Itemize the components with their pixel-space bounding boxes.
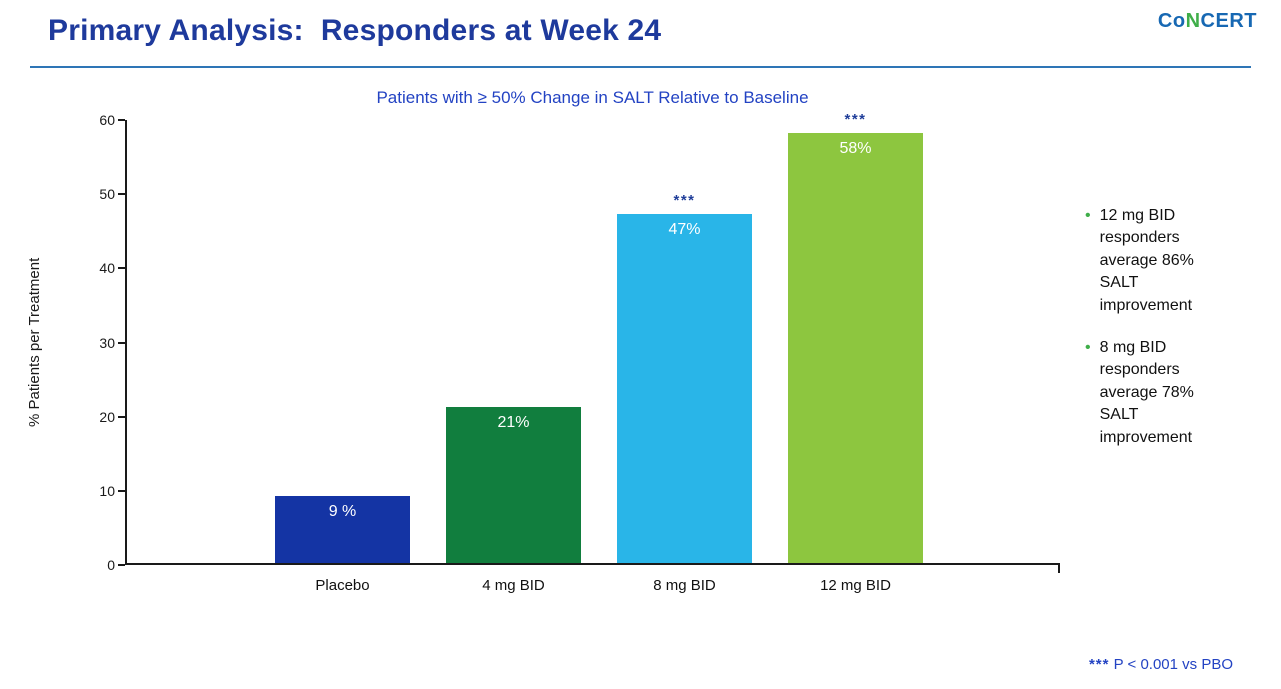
note-bullet-item: • 8 mg BID responders average 78% SALT im… (1085, 337, 1255, 449)
chart-title: Patients with ≥ 50% Change in SALT Relat… (376, 88, 809, 107)
bar-value-label: 9 % (328, 503, 357, 521)
bar-chart-plot-area: 0 10 20 30 40 50 60 9 % Placebo 21% 4 mg BID 47% ***… (99, 111, 1060, 594)
logo-letter: N (1185, 10, 1201, 32)
y-axis-tick-mark (118, 267, 125, 270)
footnote-text: P < 0.001 vs PBO (1109, 656, 1233, 673)
bar-12-mg-bid: 58% (788, 132, 923, 563)
y-axis-tick-label: 30 (99, 334, 115, 351)
logo-letter: Co (1157, 10, 1186, 32)
note-bullet-item: • 12 mg BID responders average 86% SALT i… (1085, 205, 1255, 317)
significance-footnote: *** P < 0.001 vs PBO (1089, 656, 1233, 673)
concert-logo: CoNCERT (1158, 10, 1257, 33)
logo-letter: CERT (1200, 10, 1257, 32)
x-axis-end-tick (1058, 565, 1060, 573)
bullet-icon: • (1085, 338, 1091, 356)
x-axis-tick-label: 4 mg BID (482, 577, 545, 594)
y-axis-tick-mark (118, 119, 125, 121)
y-axis-tick-label: 0 (107, 557, 115, 573)
bullet-icon: • (1085, 207, 1091, 224)
bar-placebo: 9 % (275, 496, 410, 563)
significance-stars: *** (673, 192, 696, 210)
notes-list: • 12 mg BID responders average 86% SALT i… (1085, 205, 1255, 469)
y-axis-tick-label: 40 (99, 260, 115, 277)
bar-value-label: 58% (839, 139, 872, 157)
note-text: 12 mg BID responders average 86% SALT im… (1099, 207, 1194, 314)
x-axis-tick-label: 12 mg BID (820, 577, 891, 594)
y-axis-tick-label: 50 (99, 186, 115, 203)
significance-stars: *** (844, 110, 867, 128)
y-axis-tick-mark (118, 564, 125, 566)
y-axis-tick-mark (118, 415, 125, 418)
bar-8-mg-bid: 47% (617, 214, 752, 563)
y-axis-tick-mark (118, 489, 125, 492)
page-title: Primary Analysis: Responders at Week 24 (48, 14, 662, 47)
y-axis-tick-mark (118, 193, 125, 196)
x-axis-tick-label: Placebo (315, 577, 370, 594)
y-axis-tick-label: 60 (99, 112, 115, 128)
y-axis-tick-label: 20 (99, 408, 115, 425)
y-axis-label: % Patients per Treatment (26, 257, 43, 428)
bar-value-label: 47% (668, 221, 701, 239)
x-axis-tick-label: 8 mg BID (653, 577, 716, 594)
footnote-stars: *** (1088, 656, 1110, 673)
divider (30, 66, 1251, 68)
note-text: 8 mg BID responders average 78% SALT imp… (1099, 338, 1194, 446)
y-axis-tick-mark (118, 341, 125, 344)
bar-4-mg-bid: 21% (446, 407, 581, 563)
y-axis-tick-label: 10 (99, 482, 115, 499)
bar-value-label: 21% (497, 414, 530, 432)
